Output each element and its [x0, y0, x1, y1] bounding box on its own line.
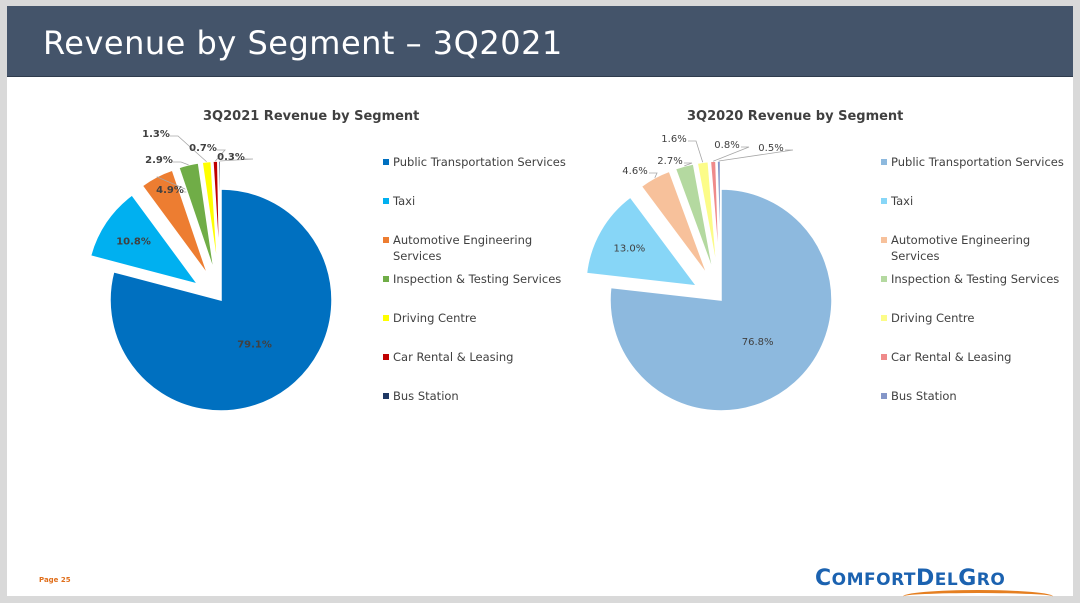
chart-title-3q2021: 3Q2021 Revenue by Segment	[203, 109, 420, 124]
slide-title: Revenue by Segment – 3Q2021	[43, 24, 563, 62]
leader-line-inspection-and-testing-services	[684, 162, 693, 167]
legend-label: Driving Centre	[891, 311, 975, 325]
legend-swatch	[383, 276, 389, 282]
legend-swatch	[383, 315, 389, 321]
legend-swatch	[881, 276, 887, 282]
legend-label: Public Transportation Services	[393, 155, 566, 169]
leader-line-automotive-engineering-services	[649, 172, 658, 178]
logo-wordmark: COMFORTDELGRO	[815, 566, 1006, 591]
leader-line-car-rental-and-leasing	[712, 146, 750, 162]
legend-label: Car Rental & Leasing	[891, 350, 1012, 364]
pie-slice-public-transportation-services	[609, 188, 833, 412]
data-label-driving-centre: 1.3%	[142, 129, 170, 140]
legend-label: Car Rental & Leasing	[393, 350, 514, 364]
data-label-bus-station: 0.3%	[217, 152, 245, 163]
title-bar: Revenue by Segment – 3Q2021	[7, 6, 1073, 77]
data-label-automotive-engineering-services: 4.9%	[156, 185, 184, 196]
legend-label: Automotive Engineering Services	[393, 233, 533, 263]
legend-swatch	[383, 159, 389, 165]
legend-swatch	[881, 354, 887, 360]
legend-swatch	[383, 198, 389, 204]
legend-swatch	[881, 393, 887, 399]
legend-swatch	[383, 237, 389, 243]
pie-chart-3q2020: 76.8% 13.0% 4.6% 2.7% 1.6% 0.8% 0.5%	[585, 134, 833, 412]
pie-slice-car-rental-and-leasing	[709, 160, 721, 273]
leader-line-driving-centre	[688, 140, 704, 163]
data-label-taxi: 10.8%	[116, 237, 151, 248]
data-label-inspection-and-testing-services: 2.7%	[657, 156, 682, 167]
data-label-car-rental-and-leasing: 0.8%	[714, 140, 739, 151]
leader-line-car-rental-and-leasing	[215, 149, 226, 162]
pie-slice-inspection-and-testing-services	[177, 162, 216, 274]
legend-label: Inspection & Testing Services	[393, 272, 562, 286]
legend-label: Inspection & Testing Services	[891, 272, 1060, 286]
data-label-driving-centre: 1.6%	[661, 134, 686, 145]
pie-slice-taxi	[585, 196, 699, 287]
leader-line-bus-station	[219, 158, 254, 162]
pie-slice-taxi	[89, 193, 200, 286]
legend-label: Automotive Engineering Services	[891, 233, 1031, 263]
comfortdelgro-logo: COMFORTDELGRO	[815, 566, 1053, 596]
legend-swatch	[881, 315, 887, 321]
pie-chart-3q2021: 79.1% 10.8% 4.9% 2.9% 1.3% 0.7%0.3%	[89, 129, 333, 412]
data-label-public-transportation-services: 76.8%	[742, 337, 774, 348]
legend-label: Bus Station	[393, 389, 459, 403]
data-label-inspection-and-testing-services: 2.9%	[145, 155, 173, 166]
data-label-bus-station: 0.5%	[758, 143, 783, 154]
leader-line-inspection-and-testing-services	[173, 161, 189, 166]
page-number: Page 25	[39, 576, 71, 584]
legend-swatch	[881, 198, 887, 204]
legend-label: Taxi	[393, 194, 416, 208]
pie-slice-automotive-engineering-services	[640, 170, 709, 276]
data-label-taxi: 13.0%	[613, 243, 645, 254]
legend-swatch	[383, 354, 389, 360]
legend-swatch	[383, 393, 389, 399]
legend-label: Taxi	[891, 194, 914, 208]
legend-label: Public Transportation Services	[891, 155, 1064, 169]
data-label-public-transportation-services: 79.1%	[237, 340, 272, 351]
legend-label: Driving Centre	[393, 311, 477, 325]
slide: Revenue by Segment – 3Q2021 3Q2021 Reven…	[7, 6, 1073, 596]
legend-label: Bus Station	[891, 389, 957, 403]
chart-title-3q2020: 3Q2020 Revenue by Segment	[687, 109, 904, 124]
legend-swatch	[881, 159, 887, 165]
data-label-automotive-engineering-services: 4.6%	[622, 166, 647, 177]
logo-swoosh	[903, 590, 1053, 603]
pie-slice-public-transportation-services	[109, 188, 333, 412]
data-label-car-rental-and-leasing: 0.7%	[189, 143, 217, 154]
legend-swatch	[881, 237, 887, 243]
leader-line-driving-centre	[170, 135, 207, 163]
leader-line-bus-station	[718, 149, 794, 162]
